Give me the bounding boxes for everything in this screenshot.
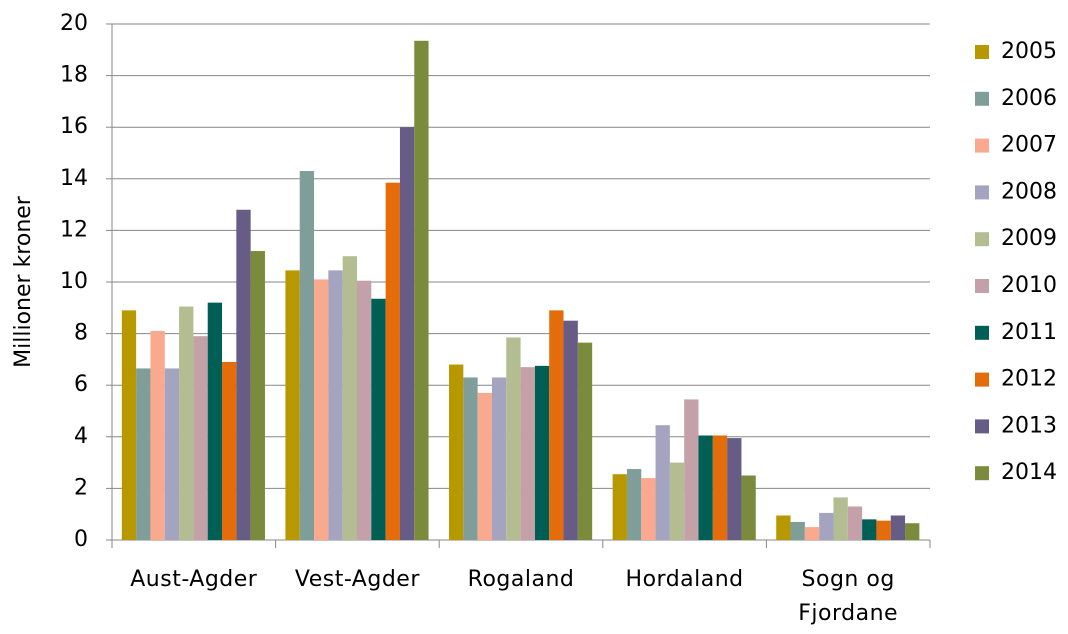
x-tick-label: Rogaland	[467, 567, 575, 592]
bar	[549, 310, 564, 540]
bar	[534, 365, 550, 540]
bar	[890, 515, 906, 540]
bar	[477, 392, 492, 540]
bar	[905, 523, 920, 540]
bar	[328, 270, 343, 540]
legend-swatch	[975, 466, 989, 481]
bar	[342, 256, 357, 540]
legend-swatch	[975, 279, 989, 293]
bar	[356, 280, 372, 540]
bar	[491, 377, 507, 540]
bar	[463, 377, 478, 540]
legend-label: 2013	[1001, 413, 1057, 438]
legend-swatch	[975, 232, 989, 247]
x-tick-label: Vest-Agder	[294, 567, 420, 592]
bar	[819, 512, 834, 540]
y-tick-label: 6	[74, 372, 88, 397]
bar	[612, 474, 627, 540]
bar	[150, 331, 165, 540]
bar	[299, 171, 315, 540]
legend-label: 2011	[1001, 320, 1057, 345]
bar	[698, 435, 713, 540]
y-tick-label: 20	[60, 11, 88, 36]
bar	[136, 368, 151, 540]
bar	[385, 182, 400, 541]
bar	[727, 438, 742, 540]
bar	[876, 520, 891, 540]
bar	[285, 270, 300, 540]
bar	[250, 251, 265, 541]
bar	[626, 469, 642, 540]
bar	[179, 306, 194, 540]
bar	[449, 364, 464, 540]
legend-label: 2009	[1001, 226, 1057, 251]
bar	[712, 435, 728, 540]
bar	[506, 337, 521, 540]
bar	[741, 475, 756, 540]
y-tick-label: 4	[74, 424, 88, 449]
bar	[847, 506, 863, 540]
bar	[414, 40, 429, 541]
y-tick-label: 16	[60, 114, 88, 139]
legend-swatch	[975, 372, 989, 387]
y-axis-title: Millioner kroner	[11, 195, 36, 368]
bar	[207, 302, 223, 540]
legend-label: 2005	[1001, 39, 1057, 64]
bar	[314, 279, 329, 540]
y-tick-label: 14	[60, 166, 88, 191]
legend-label: 2012	[1001, 367, 1057, 392]
legend-label: 2007	[1001, 133, 1057, 158]
bar	[804, 527, 820, 540]
legend-swatch	[975, 138, 989, 153]
x-tick-label: Sogn og Fjordane	[798, 567, 899, 626]
legend-label: 2010	[1001, 273, 1057, 298]
y-tick-label: 12	[60, 217, 88, 242]
bar	[371, 298, 386, 540]
legend-swatch	[975, 185, 989, 200]
bar	[520, 367, 535, 540]
y-tick-label: 10	[60, 269, 88, 294]
bar	[641, 478, 656, 540]
legend-swatch	[975, 419, 989, 434]
bar	[776, 515, 791, 540]
legend-swatch	[975, 91, 989, 106]
bar	[577, 342, 593, 540]
y-tick-label: 8	[74, 321, 88, 346]
bar	[121, 310, 137, 540]
bar	[669, 462, 685, 540]
y-tick-label: 0	[74, 527, 88, 552]
bar	[833, 497, 848, 540]
bar	[164, 368, 180, 540]
bar	[655, 425, 670, 540]
bar	[236, 209, 251, 540]
legend-label: 2008	[1001, 179, 1057, 204]
bar	[399, 127, 415, 540]
legend-label: 2006	[1001, 86, 1057, 111]
legend-swatch	[975, 325, 989, 340]
y-tick-label: 18	[60, 63, 88, 88]
bar	[222, 361, 237, 540]
bar	[193, 336, 208, 540]
bar	[684, 399, 699, 540]
x-tick-label: Aust-Agder	[130, 567, 258, 592]
legend-swatch	[975, 45, 989, 59]
bar	[563, 320, 578, 540]
x-tick-label: Hordaland	[625, 567, 744, 592]
y-tick-label: 2	[74, 475, 88, 500]
bar	[862, 519, 877, 540]
legend-label: 2014	[1001, 460, 1057, 485]
bar	[790, 521, 805, 540]
